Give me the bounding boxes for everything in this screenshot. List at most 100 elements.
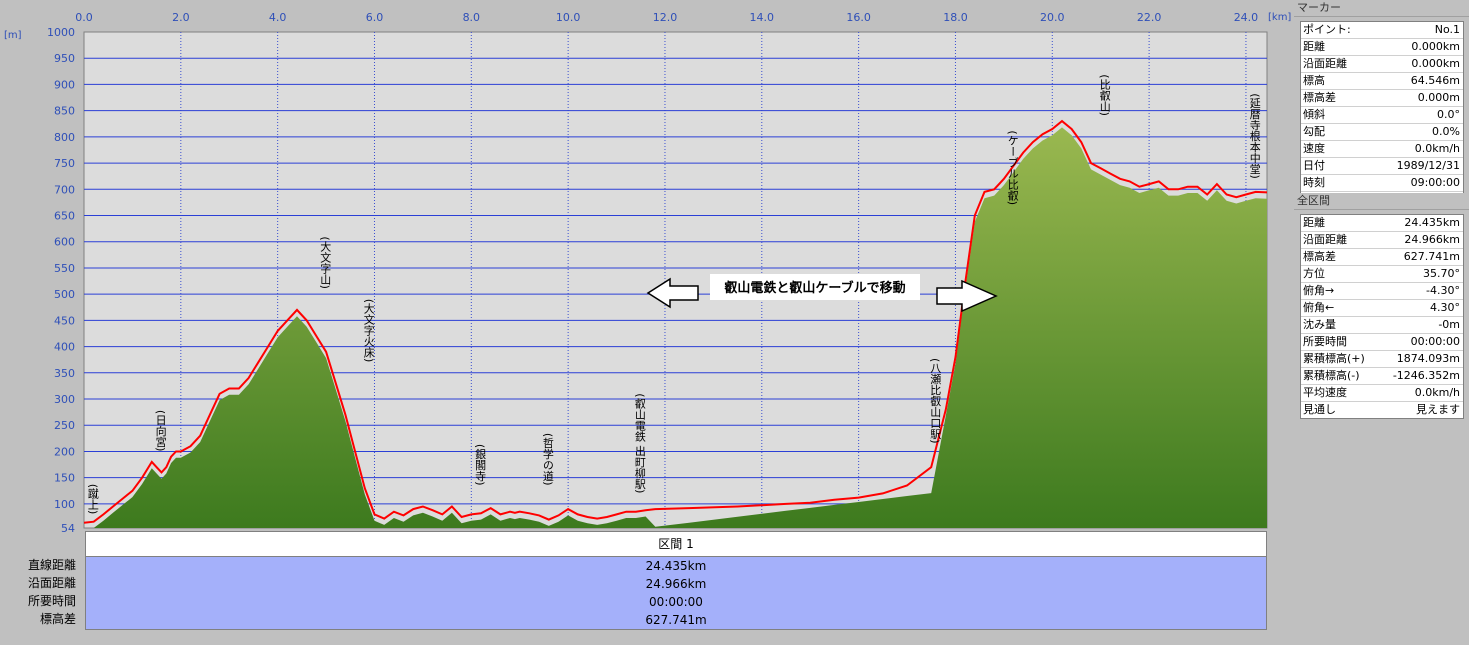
total-panel-title: 全区間 xyxy=(1294,193,1469,210)
x-tick-label: 6.0 xyxy=(366,11,384,24)
section-stat-values: 24.435km 24.966km 00:00:00 627.741m xyxy=(85,556,1267,630)
transfer-note: 叡山電鉄と叡山ケーブルで移動 xyxy=(646,274,998,313)
info-row: 標高差 627.741m xyxy=(1301,249,1463,266)
info-row: 距離 24.435km xyxy=(1301,215,1463,232)
info-value: -0m xyxy=(1438,318,1460,331)
info-key: 標高差 xyxy=(1303,250,1336,263)
y-tick-label: 600 xyxy=(54,236,75,249)
info-value: 24.435km xyxy=(1404,216,1460,229)
section-stat-labels: 直線距離 沿面距離 所要時間 標高差 xyxy=(0,556,80,628)
x-tick-label: 2.0 xyxy=(172,11,190,24)
section-title[interactable]: 区間 1 xyxy=(85,531,1267,557)
info-value: -1246.352m xyxy=(1392,369,1460,382)
marker-panel-title: マーカー xyxy=(1294,0,1469,17)
info-key: 傾斜 xyxy=(1303,108,1325,121)
x-tick-label: 16.0 xyxy=(846,11,871,24)
place-annotation: (大文字火床) xyxy=(362,299,375,363)
y-tick-label: 100 xyxy=(54,498,75,511)
info-value: 35.70° xyxy=(1423,267,1460,280)
x-tick-label: 12.0 xyxy=(653,11,678,24)
info-key: 沿面距離 xyxy=(1303,233,1347,246)
info-value: -4.30° xyxy=(1426,284,1460,297)
place-annotation: (哲学の道) xyxy=(541,433,554,486)
x-tick-label: 14.0 xyxy=(750,11,775,24)
info-row: 標高差 0.000m xyxy=(1301,90,1463,107)
info-row: 沈み量 -0m xyxy=(1301,317,1463,334)
info-value: 1874.093m xyxy=(1396,352,1460,365)
info-row: 平均速度 0.0km/h xyxy=(1301,385,1463,402)
info-row: 時刻 09:00:00 xyxy=(1301,175,1463,192)
x-tick-label: 0.0 xyxy=(75,11,93,24)
info-key: 日付 xyxy=(1303,159,1325,172)
y-tick-label: 950 xyxy=(54,52,75,65)
info-value: 0.000km xyxy=(1411,40,1460,53)
info-row: 見通し 見えます xyxy=(1301,402,1463,418)
info-row: 俯角← 4.30° xyxy=(1301,300,1463,317)
section-stat-value: 00:00:00 xyxy=(649,595,703,609)
info-value: 4.30° xyxy=(1430,301,1460,314)
info-key: 方位 xyxy=(1303,267,1325,280)
section-stat-value: 24.966km xyxy=(645,577,707,591)
info-value: 1989/12/31 xyxy=(1396,159,1460,172)
place-annotation: (延暦寺根本中堂) xyxy=(1248,93,1261,179)
info-value: 0.000km xyxy=(1411,57,1460,70)
y-tick-label: 800 xyxy=(54,131,75,144)
info-value: 0.000m xyxy=(1417,91,1460,104)
total-panel: 全区間 xyxy=(1294,193,1469,210)
info-row: 勾配 0.0% xyxy=(1301,124,1463,141)
y-tick-label: 500 xyxy=(54,288,75,301)
y-tick-label: 450 xyxy=(54,314,75,327)
info-key: ポイント: xyxy=(1303,23,1351,36)
y-tick-label: 200 xyxy=(54,445,75,458)
left-arrow-icon xyxy=(646,277,699,309)
info-value: 0.0km/h xyxy=(1414,386,1460,399)
info-key: 時刻 xyxy=(1303,176,1325,189)
x-tick-label: 22.0 xyxy=(1137,11,1162,24)
info-key: 俯角→ xyxy=(1303,284,1335,297)
info-row: 方位 35.70° xyxy=(1301,266,1463,283)
info-value: 0.0° xyxy=(1437,108,1460,121)
section-stat-value: 24.435km xyxy=(645,559,707,573)
info-row: 日付 1989/12/31 xyxy=(1301,158,1463,175)
info-key: 距離 xyxy=(1303,40,1325,53)
place-annotation: (叡山電鉄 出町柳駅) xyxy=(633,393,646,493)
x-tick-label: 24.0 xyxy=(1234,11,1259,24)
marker-panel: マーカー xyxy=(1294,0,1469,17)
info-value: 0.0km/h xyxy=(1414,142,1460,155)
right-arrow-icon xyxy=(936,279,998,313)
info-key: 速度 xyxy=(1303,142,1325,155)
place-annotation: (比叡山) xyxy=(1098,74,1111,116)
info-value: 見えます xyxy=(1416,403,1460,416)
section-stat-value: 627.741m xyxy=(645,613,707,627)
info-row: 距離 0.000km xyxy=(1301,39,1463,56)
section-stat-label: 所要時間 xyxy=(27,594,76,608)
info-row: ポイント: No.1 xyxy=(1301,22,1463,39)
info-value: 24.966km xyxy=(1404,233,1460,246)
transfer-note-box xyxy=(710,274,920,300)
info-value: 00:00:00 xyxy=(1410,335,1460,348)
y-tick-label: 400 xyxy=(54,341,75,354)
info-key: 平均速度 xyxy=(1303,386,1347,399)
info-row: 標高 64.546m xyxy=(1301,73,1463,90)
y-tick-label: 750 xyxy=(54,157,75,170)
y-tick-label: 250 xyxy=(54,419,75,432)
info-row: 累積標高(+) 1874.093m xyxy=(1301,351,1463,368)
info-value: 627.741m xyxy=(1403,250,1460,263)
y-tick-label: 850 xyxy=(54,105,75,118)
marker-table: ポイント: No.1 距離 0.000km 沿面距離 0.000km 標高 64.546m 標高… xyxy=(1300,21,1464,209)
info-row: 累積標高(-) -1246.352m xyxy=(1301,368,1463,385)
info-value: No.1 xyxy=(1434,23,1460,36)
info-key: 俯角← xyxy=(1303,301,1335,314)
y-tick-label: 650 xyxy=(54,210,75,223)
y-unit-label: [m] xyxy=(4,30,22,41)
y-tick-label: 350 xyxy=(54,367,75,380)
elevation-chart: 0.0 2.0 4.0 6.0 8.0 10.0 12.0 14.0 16.0 18.0 20.0 2… xyxy=(4,11,1291,535)
place-annotation: (ケーブル比叡) xyxy=(1006,130,1019,205)
info-row: 俯角→ -4.30° xyxy=(1301,283,1463,300)
place-annotation: (銀閣寺) xyxy=(474,444,487,486)
total-table: 距離 24.435km 沿面距離 24.966km 標高差 627.741m 方位 35.70… xyxy=(1300,214,1464,419)
info-value: 09:00:00 xyxy=(1410,176,1460,189)
section-stat-label: 沿面距離 xyxy=(27,576,76,590)
info-row: 沿面距離 0.000km xyxy=(1301,56,1463,73)
info-key: 見通し xyxy=(1303,403,1336,416)
